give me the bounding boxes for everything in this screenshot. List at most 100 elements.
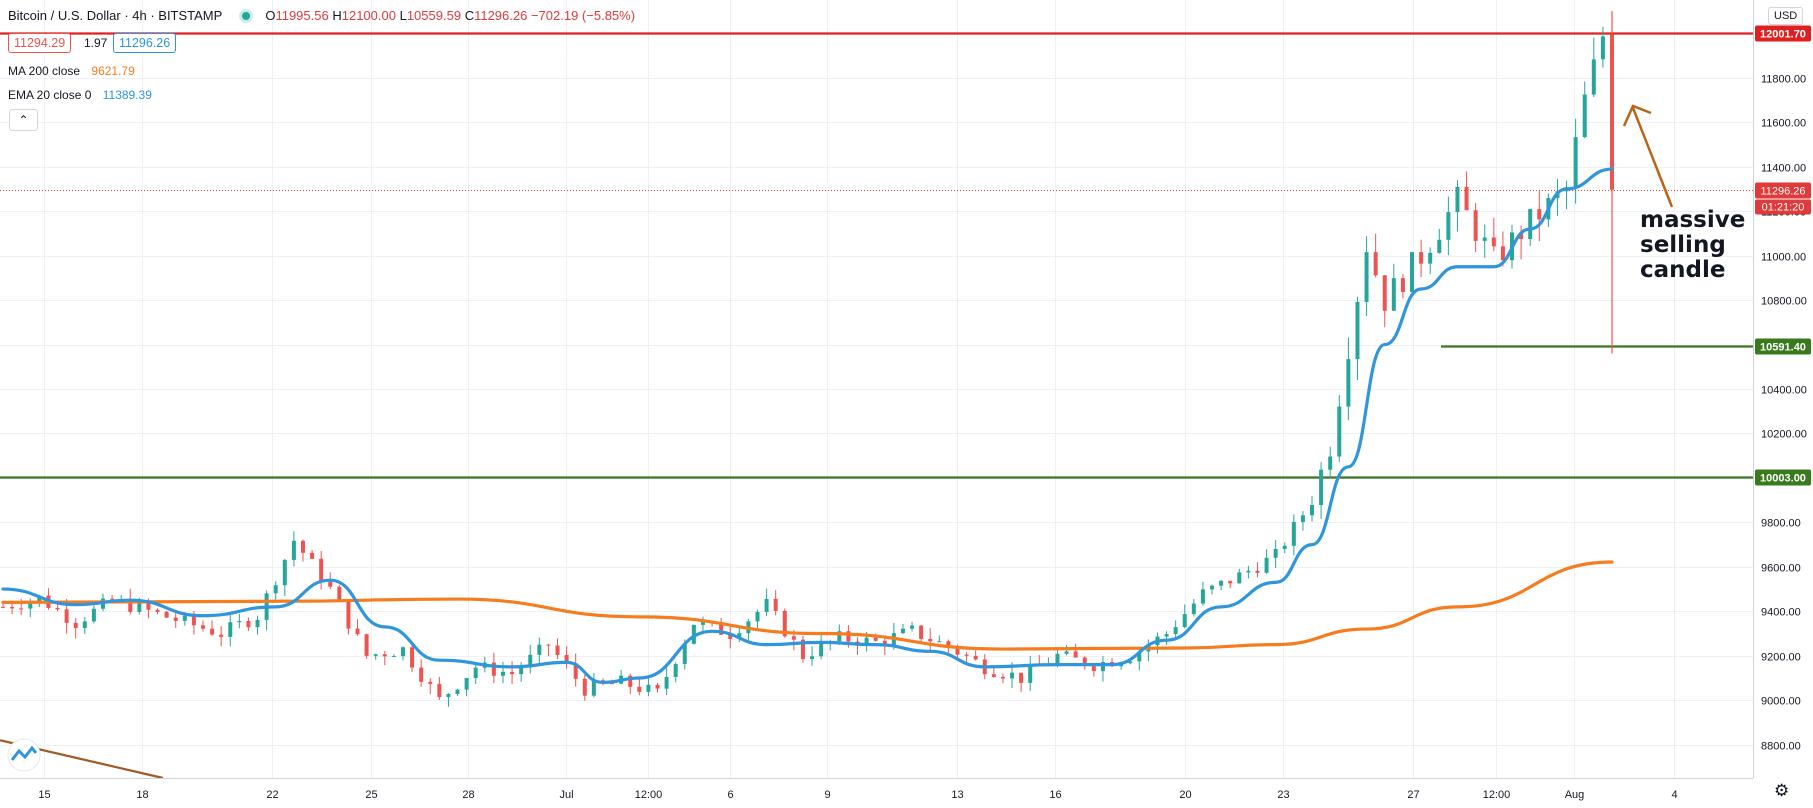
candle-body	[1373, 252, 1378, 276]
candle-body	[1310, 504, 1315, 516]
time-axis[interactable]: 15 18 22 25 28 Jul 12:00 6 9 13 16 20 23 27 12:00 Aug 4	[0, 778, 1753, 808]
candle-body	[919, 625, 924, 639]
candle-body	[146, 602, 151, 610]
low-value: 10559.59	[406, 8, 462, 23]
candle-body	[1382, 275, 1387, 311]
candle-body	[1210, 585, 1215, 590]
candle-body	[10, 606, 15, 609]
candle-body	[1219, 580, 1224, 586]
candle-body	[391, 656, 396, 658]
candle-body	[1019, 672, 1024, 683]
price-tick-label: 9000.00	[1761, 696, 1801, 708]
candle-body	[500, 671, 505, 676]
ema-legend[interactable]: EMA 20 close 0 11389.39	[8, 88, 152, 102]
candle-body	[355, 628, 360, 635]
candle-body	[682, 643, 687, 665]
candle-body	[319, 558, 324, 582]
candle-body	[1419, 252, 1424, 264]
candle-body	[764, 598, 769, 612]
candle-body	[564, 654, 569, 664]
candle-body	[591, 680, 596, 696]
annotation-arrow	[1622, 104, 1674, 208]
candle-body	[673, 664, 678, 677]
candle-body	[328, 581, 333, 587]
candle-body	[491, 662, 496, 676]
candle-body	[255, 619, 260, 628]
candle-body	[1237, 572, 1242, 584]
ma-value: 9621.79	[91, 64, 135, 78]
candle-body	[1246, 570, 1251, 573]
candle-body	[555, 645, 560, 655]
countdown-badge	[1755, 199, 1811, 215]
price-tick-label: 8800.00	[1761, 741, 1801, 753]
candle-body	[200, 625, 205, 629]
candle-body	[164, 611, 169, 618]
candle-body	[810, 656, 815, 660]
time-tick-label: 28	[462, 789, 474, 801]
candle-body	[973, 655, 978, 660]
candle-body	[528, 654, 533, 668]
open-value: 11995.56	[275, 8, 329, 23]
candle-body	[228, 622, 233, 637]
candle-body	[1473, 210, 1478, 241]
candle-body	[1, 606, 5, 608]
ask-price-button[interactable]: 11296.26	[113, 33, 177, 53]
candle-body	[700, 621, 705, 625]
candle-body	[1500, 246, 1505, 261]
countdown-label: 01:21:20	[1762, 202, 1805, 214]
candle-body	[473, 667, 478, 679]
last-candle-body	[1610, 34, 1614, 190]
candle-body	[1591, 59, 1596, 95]
candle-body	[1600, 36, 1605, 60]
candle-body	[1573, 137, 1578, 188]
candle-body	[1291, 521, 1296, 546]
candle-body	[573, 663, 578, 679]
candle-body	[1400, 278, 1405, 292]
candle-body	[582, 678, 587, 696]
currency-button[interactable]: USD	[1768, 7, 1804, 25]
level-label-resistance: 12001.70	[1760, 29, 1806, 41]
bid-price-button[interactable]: 11294.29	[8, 33, 72, 53]
ma-legend[interactable]: MA 200 close 9621.79	[8, 64, 135, 78]
time-tick-label: 13	[951, 789, 963, 801]
candle-body	[1282, 545, 1287, 549]
time-tick-label: 16	[1049, 789, 1061, 801]
candle-body	[737, 633, 742, 639]
time-tick-label: 23	[1277, 789, 1289, 801]
price-tick-label: 10800.00	[1761, 296, 1807, 308]
candle-body	[428, 681, 433, 684]
spread-value: 1.97	[84, 36, 108, 50]
time-tick-label: 4	[1671, 789, 1677, 801]
logo-icon-mark	[10, 745, 38, 761]
gear-icon[interactable]: ⚙	[1774, 781, 1790, 800]
high-value: 12100.00	[341, 8, 396, 23]
candle-body	[900, 628, 905, 634]
candle-body	[110, 598, 115, 600]
level-badge-support-upper	[1755, 338, 1811, 355]
last-price-badge	[1755, 182, 1811, 199]
ema-value: 11389.39	[102, 88, 152, 102]
candle-body	[691, 624, 696, 644]
chevron-up-icon[interactable]: ⌃	[9, 109, 38, 131]
candle-body	[437, 683, 442, 698]
candle-body	[400, 647, 405, 657]
candle-body	[1064, 651, 1069, 654]
price-tick-label: 10400.00	[1761, 385, 1807, 397]
candle-body	[773, 598, 778, 611]
candle-body	[1264, 557, 1269, 573]
candle-body	[191, 615, 196, 626]
candle-body	[1055, 653, 1060, 665]
time-tick-label: 22	[266, 789, 278, 801]
candle-body	[91, 608, 96, 622]
candle-body	[728, 634, 733, 639]
candle-body	[755, 611, 760, 622]
price-axis[interactable]: 8800.00 9000.00 9200.00 9400.00 9600.00 9800.…	[1753, 0, 1813, 808]
candle-body	[1391, 278, 1396, 311]
candle-body	[1519, 232, 1524, 240]
candle-body	[1437, 239, 1442, 253]
candle-body	[910, 625, 915, 629]
price-tick-label: 11800.00	[1761, 74, 1806, 86]
level-badge-support-lower	[1755, 469, 1811, 486]
time-axis-bg	[0, 778, 1753, 808]
